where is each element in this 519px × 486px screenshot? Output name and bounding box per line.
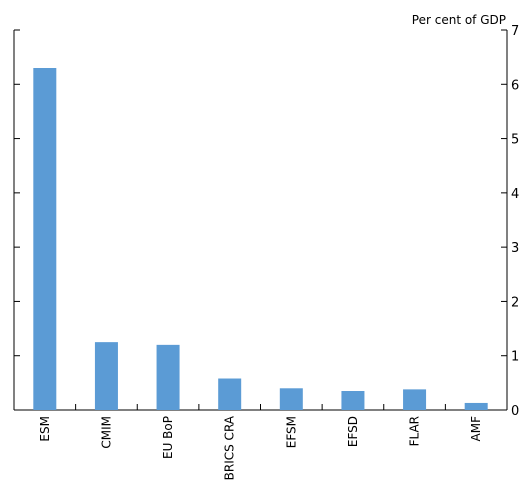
bar-flar [403, 389, 427, 410]
x-tick-label: AMF [469, 416, 483, 442]
bar-cmim [94, 342, 118, 410]
y-tick-label: 6 [511, 78, 519, 93]
axis-ticks [14, 29, 507, 411]
bar-brics-cra [218, 378, 242, 410]
bar-amf [464, 402, 488, 410]
plot-frame [13, 30, 508, 411]
y-tick-label: 2 [511, 295, 519, 310]
bar-efsm [279, 388, 303, 410]
x-tick-label: FLAR [408, 416, 422, 446]
x-tick-label: CMIM [99, 416, 113, 449]
y-tick-label: 5 [511, 133, 519, 148]
x-tick-label: EFSM [284, 416, 298, 448]
x-tick-label: ESM [38, 416, 52, 442]
unit-label: Per cent of GDP [412, 13, 506, 27]
x-tick-label: BRICS CRA [223, 415, 237, 480]
x-tick-label: EFSD [346, 416, 360, 447]
y-tick-label: 7 [511, 24, 519, 39]
bar-esm [33, 68, 57, 410]
x-tick-label: EU BoP [161, 416, 175, 459]
labels: 0 1 2 3 4 5 6 7 ESM CMIM EU BoP BRICS CRA EFSM EFSD FL… [38, 24, 519, 480]
bar-eu-bop [156, 344, 180, 410]
bar-efsd [341, 391, 365, 410]
bars [33, 68, 488, 410]
y-tick-label: 1 [511, 350, 519, 365]
y-tick-label: 4 [511, 187, 519, 202]
y-tick-label: 3 [511, 241, 519, 256]
y-tick-label: 0 [511, 404, 519, 419]
